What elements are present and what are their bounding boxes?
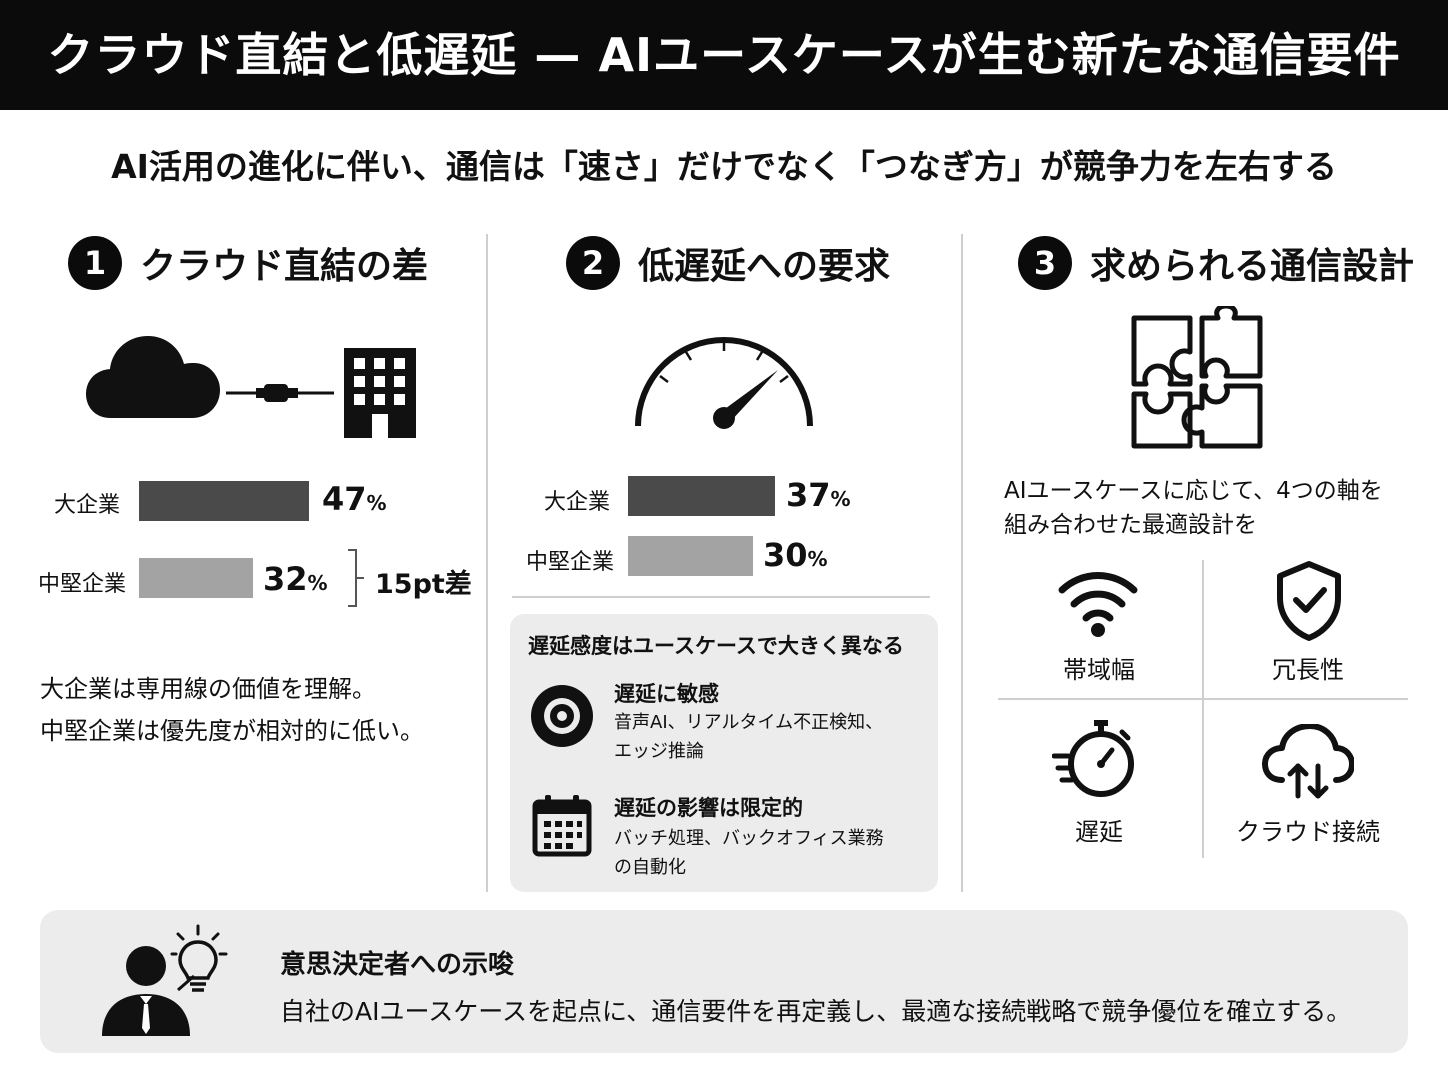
column-divider	[961, 234, 963, 892]
section2-number: 2	[566, 236, 620, 290]
page-title: クラウド直結と低遅延 — AIユースケースが生む新たな通信要件	[47, 28, 1401, 82]
bar-large-latency	[628, 476, 775, 516]
value-mid-latency: 30%	[763, 536, 828, 574]
implication-text: 自社のAIユースケースを起点に、通信要件を再定義し、最適な接続戦略で競争優位を確…	[280, 997, 1352, 1026]
item-desc-limited-1: バッチ処理、バックオフィス業務	[614, 828, 884, 849]
header-banner	[0, 0, 1448, 110]
axis-label-redundancy: 冗長性	[1272, 656, 1344, 684]
grid-vertical-divider	[1202, 560, 1204, 858]
section1-heading: 1 クラウド直結の差	[68, 236, 428, 290]
column-divider	[486, 234, 488, 892]
value-mid-cloud: 32%	[263, 560, 328, 598]
grid-horizontal-divider	[998, 698, 1408, 700]
axis-label-latency: 遅延	[1075, 818, 1123, 846]
axis-label-bandwidth: 帯域幅	[1063, 656, 1135, 684]
difference-label: 15pt差	[375, 569, 472, 600]
value-large-cloud: 47%	[322, 480, 387, 518]
cloud-icon	[86, 336, 220, 420]
section3-title: 求められる通信設計	[1090, 246, 1415, 287]
section3-number: 3	[1018, 236, 1072, 290]
item-desc-sensitive-2: エッジ推論	[614, 741, 704, 762]
section3-text-line1: AIユースケースに応じて、4つの軸を	[1004, 478, 1383, 504]
section3-text-line2: 組み合わせた最適設計を	[1004, 512, 1257, 538]
target-icon	[530, 684, 594, 748]
shield-check-icon	[1274, 560, 1344, 642]
difference-bracket	[344, 548, 368, 610]
wifi-icon	[1056, 566, 1140, 638]
section3-heading: 3 求められる通信設計	[1018, 236, 1414, 290]
section2-heading: 2 低遅延への要求	[566, 236, 890, 290]
item-title-sensitive: 遅延に敏感	[614, 682, 719, 706]
connector-icon	[226, 380, 334, 406]
latency-sensitivity-box	[510, 614, 938, 892]
speedometer-icon	[630, 318, 818, 436]
item-title-limited: 遅延の影響は限定的	[614, 796, 803, 820]
bar-label-large: 大企業	[543, 490, 610, 515]
bar-large-cloud	[139, 481, 309, 521]
calendar-icon	[532, 794, 592, 858]
page-subtitle: AI活用の進化に伴い、通信は「速さ」だけでなく「つなぎ方」が競争力を左右する	[111, 147, 1337, 186]
bar-mid-cloud	[139, 558, 253, 598]
section1-title: クラウド直結の差	[140, 246, 429, 287]
bar-mid-latency	[628, 536, 753, 576]
section1-number: 1	[68, 236, 122, 290]
section1-text-line1: 大企業は専用線の価値を理解。	[40, 675, 376, 703]
item-desc-sensitive-1: 音声AI、リアルタイム不正検知、	[614, 712, 884, 733]
bar-label-mid: 中堅企業	[525, 550, 614, 575]
box-title: 遅延感度はユースケースで大きく異なる	[528, 634, 904, 658]
section1-text-line2: 中堅企業は優先度が相対的に低い。	[40, 717, 424, 745]
section2-title: 低遅延への要求	[638, 246, 891, 287]
section-rule	[512, 596, 930, 598]
person-lightbulb-icon	[98, 924, 234, 1038]
building-icon	[344, 348, 416, 438]
cloud-sync-icon	[1262, 724, 1354, 800]
bar-label-large: 大企業	[53, 493, 120, 518]
item-desc-limited-2: の自動化	[614, 857, 686, 878]
puzzle-icon	[1130, 306, 1264, 450]
stopwatch-icon	[1052, 720, 1136, 800]
implication-title: 意思決定者への示唆	[280, 950, 515, 980]
bar-label-mid: 中堅企業	[37, 572, 126, 597]
value-large-latency: 37%	[786, 476, 851, 514]
implication-box	[40, 910, 1408, 1053]
axis-label-cloud-connection: クラウド接続	[1236, 818, 1380, 846]
